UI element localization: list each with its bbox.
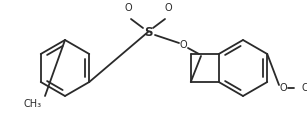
Text: O: O bbox=[279, 83, 287, 93]
Text: O: O bbox=[164, 3, 172, 13]
Text: O: O bbox=[124, 3, 132, 13]
Text: O: O bbox=[179, 40, 187, 50]
Text: CH₃: CH₃ bbox=[302, 83, 307, 93]
Text: CH₃: CH₃ bbox=[24, 99, 42, 109]
Text: S: S bbox=[144, 26, 152, 38]
